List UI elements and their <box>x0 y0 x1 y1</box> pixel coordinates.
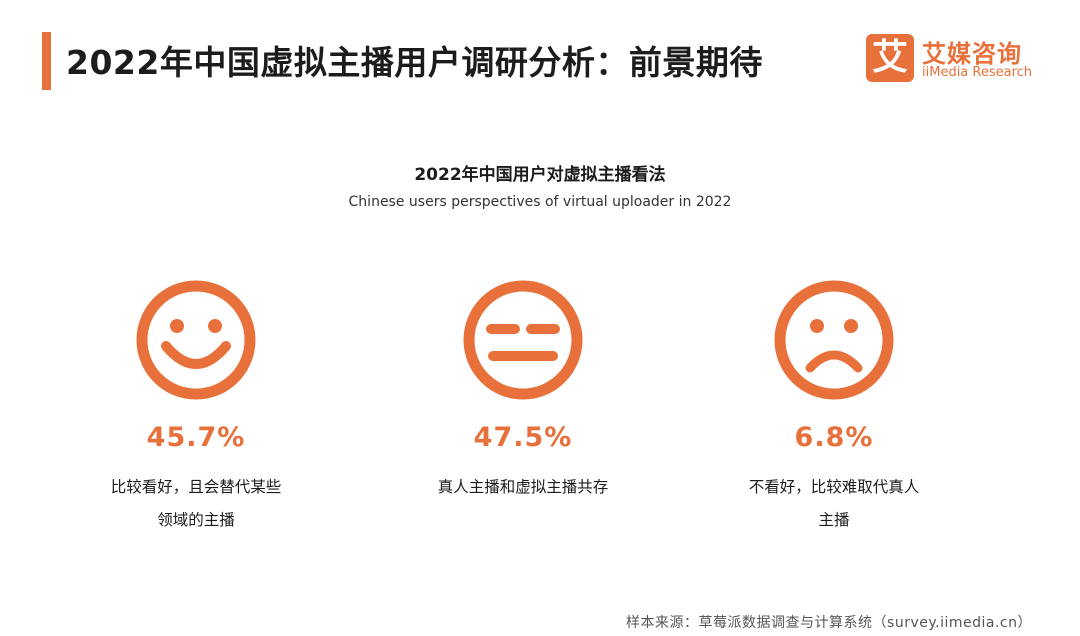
opinion-item-pessimistic: 6.8% 不看好，比较难取代真人 主播 <box>704 278 964 537</box>
opinion-item-coexist: 47.5% 真人主播和虚拟主播共存 <box>393 278 653 504</box>
opinion-value-pessimistic: 6.8% <box>794 422 874 453</box>
opinion-label-line: 不看好，比较难取代真人 <box>748 478 920 496</box>
opinion-value-coexist: 47.5% <box>473 422 573 453</box>
logo-mark-icon: 艾 <box>866 34 914 82</box>
opinion-item-optimistic: 45.7% 比较看好，且会替代某些 领域的主播 <box>66 278 326 537</box>
data-source-note: 样本来源：草莓派数据调查与计算系统（survey.iimedia.cn） <box>626 615 1032 631</box>
iimedia-logo: 艾 艾媒咨询 iiMedia Research <box>866 34 1046 86</box>
opinion-value-optimistic: 45.7% <box>146 422 246 453</box>
opinion-label-line: 主播 <box>818 511 850 529</box>
logo-chinese-name: 艾媒咨询 <box>922 40 1022 68</box>
opinion-label-line: 领域的主播 <box>157 511 235 529</box>
sad-face-icon <box>774 280 894 400</box>
opinion-label-coexist: 真人主播和虚拟主播共存 <box>393 471 653 504</box>
happy-face-icon <box>136 280 256 400</box>
opinion-label-pessimistic: 不看好，比较难取代真人 主播 <box>704 471 964 537</box>
chart-title: 2022年中国用户对虚拟主播看法 <box>414 165 666 185</box>
opinion-label-line: 比较看好，且会替代某些 <box>110 478 282 496</box>
opinion-label-line: 真人主播和虚拟主播共存 <box>437 478 609 496</box>
opinion-label-optimistic: 比较看好，且会替代某些 领域的主播 <box>66 471 326 537</box>
chart-subtitle: Chinese users perspectives of virtual up… <box>348 194 732 210</box>
title-accent-bar <box>42 32 51 90</box>
logo-english-name: iiMedia Research <box>922 65 1033 80</box>
neutral-face-icon <box>463 280 583 400</box>
page-title: 2022年中国虚拟主播用户调研分析：前景期待 <box>66 43 763 82</box>
